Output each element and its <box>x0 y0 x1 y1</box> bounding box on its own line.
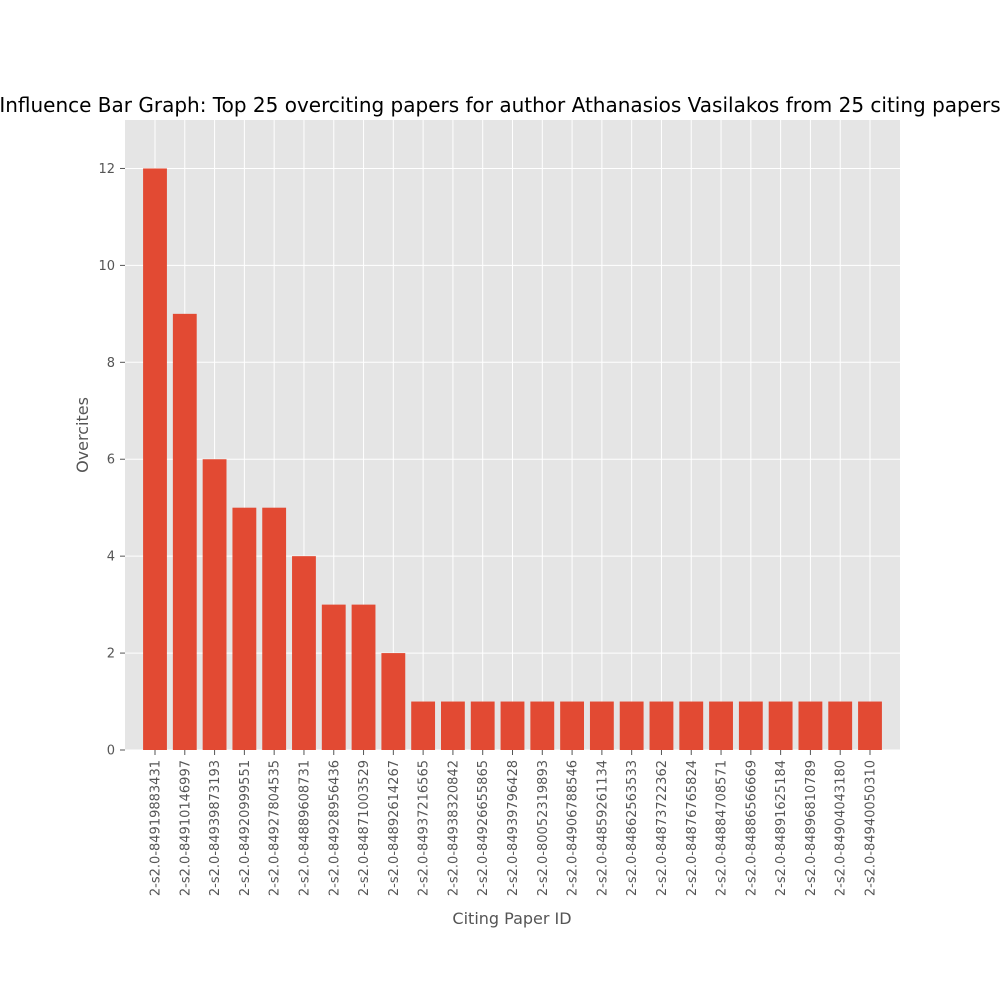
bar <box>679 701 704 750</box>
x-tick-label: 2-s2.0-84904043180 <box>834 760 849 896</box>
bar <box>709 701 733 750</box>
bar <box>828 701 853 750</box>
y-tick-label: 6 <box>107 453 115 468</box>
x-tick-label: 2-s2.0-84928956436 <box>327 760 342 896</box>
x-tick-label: 2-s2.0-80052319893 <box>536 760 551 896</box>
bar <box>381 653 406 750</box>
x-tick-label: 2-s2.0-84859261134 <box>595 760 610 896</box>
x-tick-label: 2-s2.0-84871003529 <box>357 760 372 896</box>
x-tick-label: 2-s2.0-84876765824 <box>685 760 700 896</box>
bar <box>441 701 465 750</box>
x-tick-label: 2-s2.0-84926655865 <box>476 760 491 896</box>
x-tick-label: 2-s2.0-84927804535 <box>268 760 283 896</box>
x-tick-label: 2-s2.0-84884708571 <box>715 760 730 896</box>
x-tick-label: 2-s2.0-84906788546 <box>566 760 581 896</box>
x-tick-label: 2-s2.0-84940050310 <box>864 760 879 896</box>
bar <box>411 701 436 750</box>
x-tick-label: 2-s2.0-84886566669 <box>744 760 759 896</box>
bar <box>619 701 644 750</box>
x-tick-label: 2-s2.0-84892614267 <box>387 760 402 896</box>
x-tick-label: 2-s2.0-84910146997 <box>178 760 193 896</box>
y-tick-label: 2 <box>107 647 115 662</box>
bar <box>589 701 614 750</box>
bar <box>500 701 525 750</box>
chart-title: Influence Bar Graph: Top 25 overciting p… <box>0 93 1000 117</box>
bar <box>172 313 197 750</box>
bar <box>202 459 227 750</box>
x-tick-label: 2-s2.0-84939873193 <box>208 760 223 896</box>
x-tick-label: 2-s2.0-84891625184 <box>774 760 789 896</box>
bars <box>143 168 882 750</box>
bar <box>530 701 555 750</box>
bar <box>143 168 167 750</box>
bar <box>470 701 495 750</box>
bar <box>768 701 793 750</box>
bar <box>858 701 882 750</box>
y-tick-label: 4 <box>107 550 115 565</box>
y-axis-ticks: 0 2 4 6 8 10 12 <box>98 162 125 759</box>
bar <box>262 507 287 750</box>
y-tick-label: 8 <box>107 356 115 371</box>
x-tick-label: 2-s2.0-84939796428 <box>506 760 521 896</box>
bar <box>292 556 316 750</box>
bar <box>738 701 763 750</box>
bar <box>560 701 584 750</box>
y-tick-label: 12 <box>98 162 115 177</box>
bar <box>232 507 257 750</box>
x-tick-label: 2-s2.0-84919883431 <box>149 760 164 896</box>
y-tick-label: 10 <box>98 259 115 274</box>
bar <box>649 701 674 750</box>
x-axis-ticks: 2-s2.0-84919883431 2-s2.0-84910146997 2-s2… <box>149 750 879 896</box>
x-tick-label: 2-s2.0-84889608731 <box>297 760 312 896</box>
x-tick-label: 2-s2.0-84937216565 <box>417 760 432 896</box>
x-tick-label: 2-s2.0-84920999551 <box>238 760 253 896</box>
bar <box>321 604 346 750</box>
bar <box>798 701 823 750</box>
x-axis-label: Citing Paper ID <box>452 909 571 928</box>
y-axis-label: Overcites <box>73 397 92 473</box>
x-tick-label: 2-s2.0-84938320842 <box>446 760 461 896</box>
x-tick-label: 2-s2.0-84862563533 <box>625 760 640 896</box>
x-tick-label: 2-s2.0-84896810789 <box>804 760 819 896</box>
y-tick-label: 0 <box>107 744 115 759</box>
x-tick-label: 2-s2.0-84873722362 <box>655 760 670 896</box>
bar <box>351 604 376 750</box>
